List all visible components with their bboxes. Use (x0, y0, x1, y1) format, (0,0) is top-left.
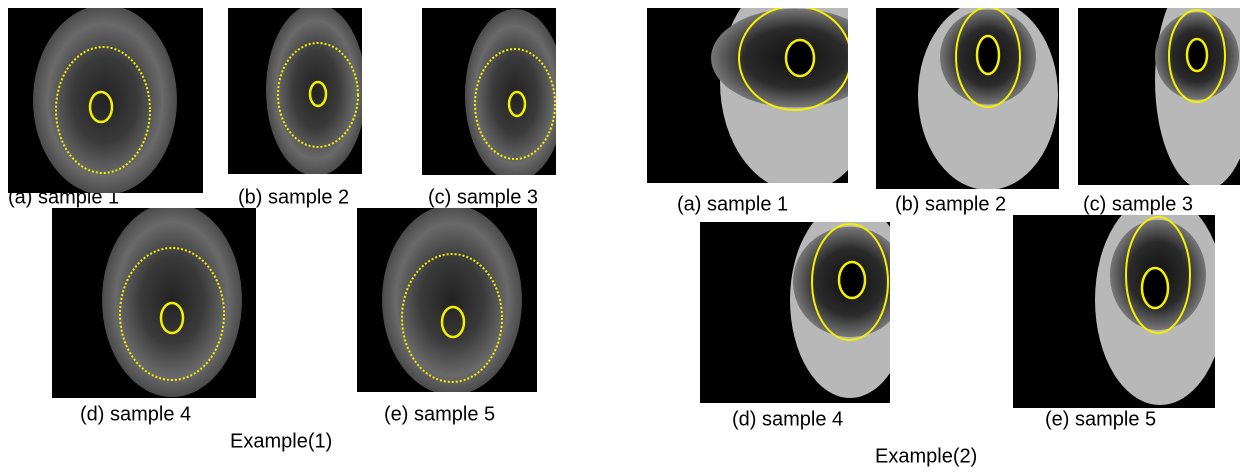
caption: (b) sample 2 (895, 193, 1006, 215)
eye-region (33, 5, 177, 195)
eye-image (357, 205, 537, 395)
example-label: Example(2) (875, 445, 977, 467)
eye-image (700, 202, 910, 403)
caption: (c) sample 3 (1083, 193, 1193, 215)
eye-image (228, 4, 366, 176)
eye-image (647, 0, 880, 192)
caption: (a) sample 1 (677, 193, 788, 215)
example-label: Example(1) (230, 430, 332, 452)
caption: (d) sample 4 (80, 403, 191, 425)
eye-region (465, 9, 565, 181)
eye-region (266, 4, 366, 176)
caption: (e) sample 5 (384, 403, 495, 425)
eye-image (8, 5, 203, 195)
eye-image (422, 8, 565, 181)
caption: (e) sample 5 (1045, 408, 1156, 430)
eye-image (1013, 195, 1225, 408)
inner-boundary (839, 262, 865, 298)
inner-boundary (786, 40, 814, 76)
inner-boundary (977, 36, 999, 74)
eye-region (102, 203, 242, 397)
figure: (a) sample 1 (b) sample 2 (c) sample 3 (… (0, 0, 1240, 470)
inner-boundary (1187, 39, 1207, 71)
inner-boundary (1142, 268, 1168, 308)
eye-image (52, 203, 256, 398)
caption: (b) sample 2 (238, 186, 349, 208)
caption: (d) sample 4 (732, 408, 843, 430)
eye-image (876, 0, 1059, 190)
eye-image (1078, 0, 1240, 190)
caption: (c) sample 3 (428, 186, 538, 208)
